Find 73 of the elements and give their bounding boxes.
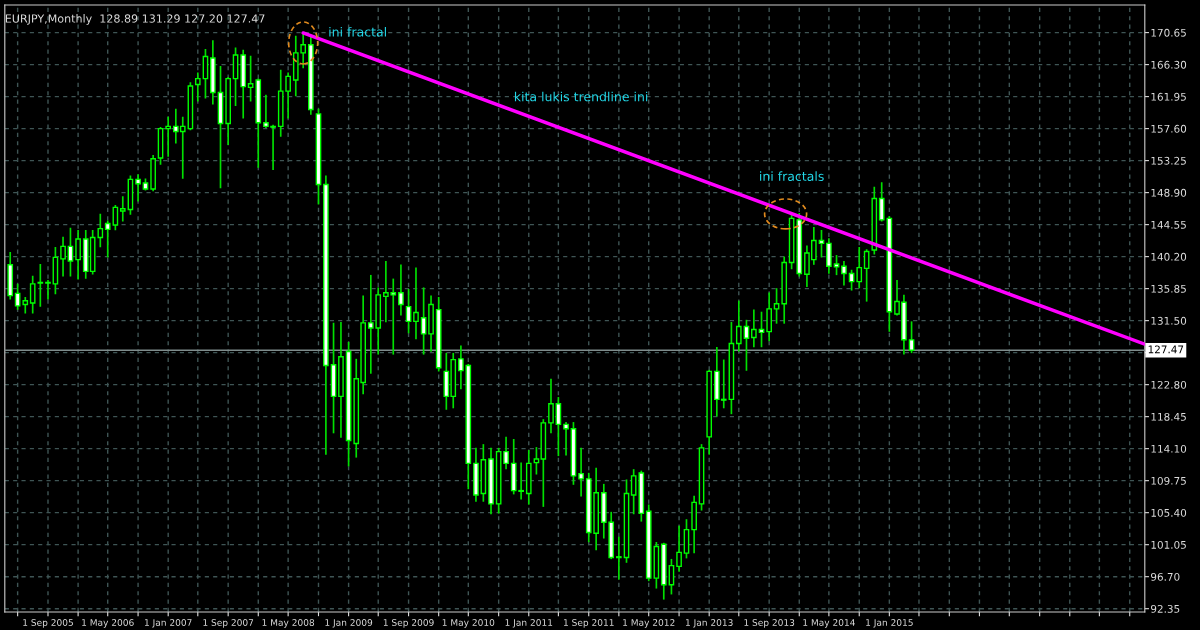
candlestick (676, 525, 682, 572)
y-tick-label: 114.10 (1151, 444, 1187, 453)
x-tick-label: 1 Jan 2015 (866, 619, 913, 628)
y-tick-label: 148.90 (1151, 188, 1187, 197)
candlestick (766, 292, 772, 342)
y-tick-label: 109.75 (1151, 476, 1186, 485)
candlestick (578, 447, 584, 497)
candlestick (503, 436, 509, 470)
x-tick-label: 1 Jan 2007 (144, 619, 192, 628)
candlestick (135, 174, 141, 202)
y-tick-label: 96.70 (1151, 572, 1180, 581)
candlestick (833, 255, 840, 276)
y-tick-label: 92.35 (1151, 604, 1180, 613)
annotation: ini fractals (760, 171, 824, 181)
annotation: ini fractal (329, 26, 386, 37)
x-tick-label: 1 Jan 2009 (325, 619, 373, 628)
y-tick-label: 161.95 (1151, 92, 1186, 101)
y-tick-label: 131.50 (1151, 316, 1187, 325)
text: EURJPY,Monthly 128.89 131.29 127.20 127.47 (5, 14, 265, 25)
annotation: kita lukis trendline ini (514, 91, 648, 102)
candlestick (856, 246, 863, 289)
x-tick-label: 1 Sep 2013 (744, 619, 795, 628)
candlestick (413, 267, 419, 340)
x-tick-label: 1 May 2014 (803, 619, 855, 628)
candlestick (405, 288, 412, 334)
x-tick-label: 1 May 2010 (442, 619, 495, 628)
candlestick (878, 182, 885, 222)
candlestick (194, 72, 201, 102)
candlestick (826, 238, 832, 274)
candlestick (548, 378, 554, 434)
candlestick (29, 275, 36, 314)
candlestick (14, 283, 21, 310)
candlestick (247, 55, 254, 102)
y-tick-label: 170.65 (1151, 28, 1186, 37)
candlestick (398, 264, 404, 316)
y-tick-label: 118.45 (1151, 412, 1186, 421)
candlestick (60, 236, 66, 277)
candlestick (751, 309, 757, 348)
x-tick-label: 1 Jan 2011 (505, 619, 553, 628)
candlestick (841, 260, 847, 286)
candlestick (735, 300, 742, 352)
y-tick-label: 157.60 (1151, 124, 1187, 133)
candlestick (112, 205, 119, 231)
y-tick-label: 166.30 (1151, 60, 1187, 69)
x-tick-label: 1 May 2012 (623, 619, 675, 628)
y-tick-label: 144.55 (1151, 220, 1186, 229)
candlestick (773, 288, 780, 324)
candlestick (165, 116, 172, 157)
candlestick (37, 263, 44, 307)
candlestick (97, 213, 104, 248)
candlestick (420, 287, 427, 355)
candlestick (75, 230, 81, 280)
x-tick-label: 1 Sep 2011 (564, 619, 614, 628)
y-tick-label: 135.85 (1151, 284, 1186, 293)
y-tick-label: 140.20 (1151, 252, 1187, 261)
candlestick (908, 321, 915, 354)
x-tick-label: 1 May 2008 (262, 619, 315, 628)
candlestick (45, 280, 51, 300)
candlestick (119, 196, 126, 222)
x-tick-label: 1 Sep 2007 (203, 619, 254, 628)
y-tick-label: 153.25 (1151, 156, 1186, 165)
candlestick (104, 220, 111, 258)
candlestick (563, 422, 569, 456)
x-tick-label: 1 Sep 2009 (383, 619, 434, 628)
ref-line-label: 127.47 (1148, 345, 1184, 354)
candlestick (67, 227, 74, 277)
y-tick-label: 122.80 (1151, 380, 1187, 389)
x-tick-label: 1 May 2006 (82, 619, 134, 628)
y-tick-label: 101.05 (1151, 540, 1186, 549)
x-tick-label: 1 Jan 2013 (685, 619, 733, 628)
x-tick-label: 1 Sep 2005 (23, 619, 73, 628)
y-tick-label: 105.40 (1151, 508, 1187, 517)
candlestick (616, 536, 622, 580)
